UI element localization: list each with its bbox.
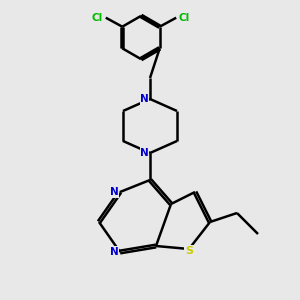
Text: N: N xyxy=(110,187,119,197)
Text: Cl: Cl xyxy=(92,13,103,23)
Text: N: N xyxy=(140,94,149,104)
Text: N: N xyxy=(140,148,149,158)
Text: N: N xyxy=(110,247,119,257)
Text: S: S xyxy=(185,245,193,256)
Text: Cl: Cl xyxy=(179,13,190,23)
